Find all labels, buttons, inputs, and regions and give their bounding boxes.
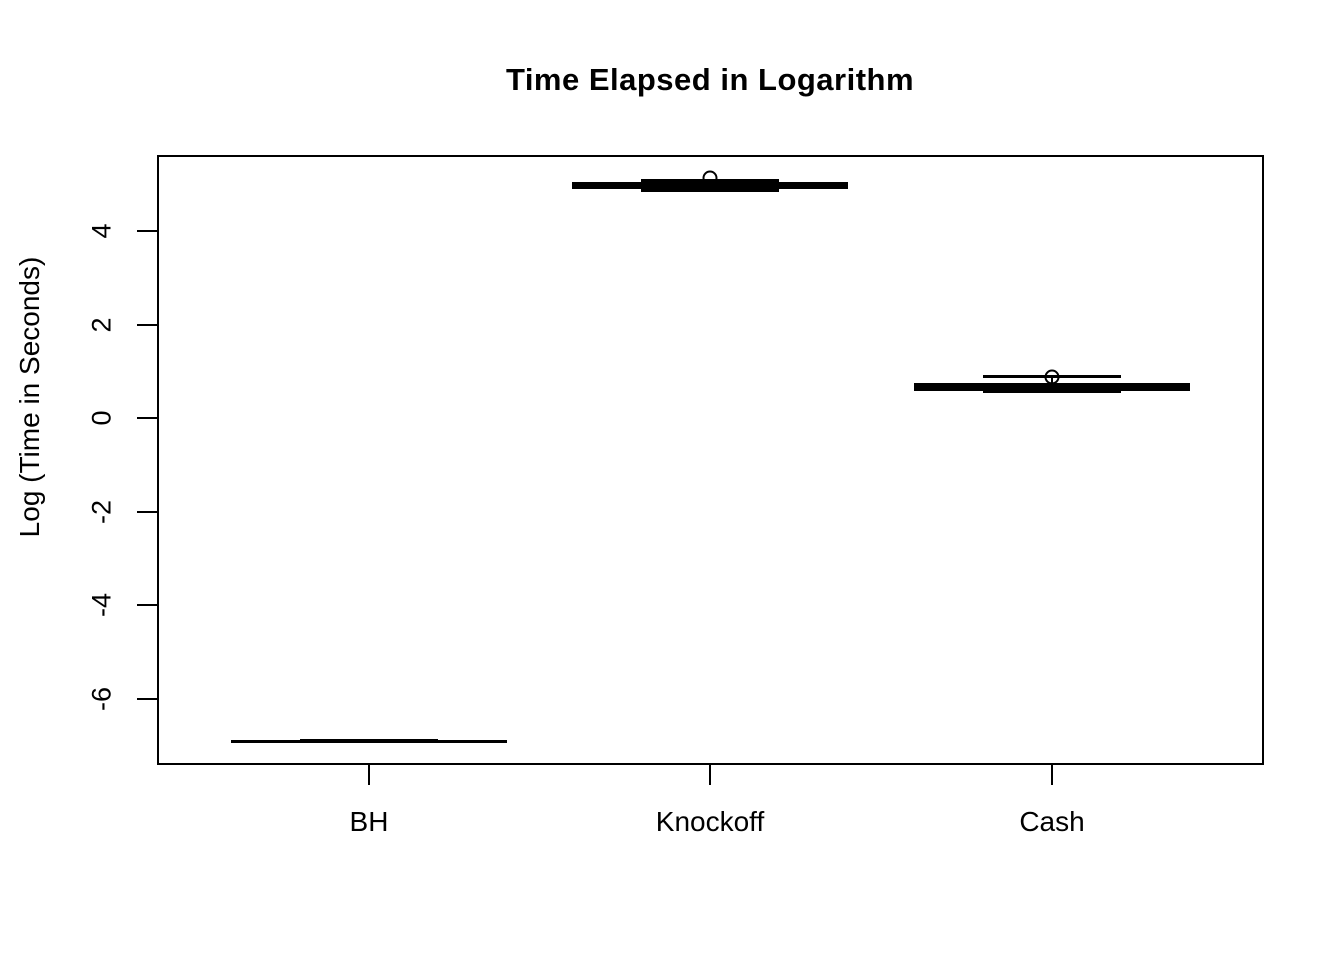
lower-whisker-staple xyxy=(300,740,438,744)
y-axis-tick xyxy=(137,697,157,700)
x-axis-tick xyxy=(709,763,711,785)
y-axis-label: Log (Time in Seconds) xyxy=(14,256,45,538)
x-axis-tick xyxy=(1051,763,1053,785)
lower-whisker-staple xyxy=(983,390,1121,394)
lower-whisker-staple xyxy=(641,189,779,193)
y-axis-tick-label: -4 xyxy=(86,592,117,618)
plot-area xyxy=(157,155,1264,765)
x-axis-category-label: Cash xyxy=(1019,806,1085,837)
chart-title: Time Elapsed in Logarithm xyxy=(505,62,915,97)
y-axis-tick xyxy=(137,323,157,326)
y-axis-tick-label: -2 xyxy=(86,499,117,524)
y-axis-tick xyxy=(137,417,157,419)
outlier-point xyxy=(1044,369,1060,385)
y-axis-tick-label: -6 xyxy=(86,686,117,711)
y-axis-tick-label: 2 xyxy=(86,316,117,333)
x-axis-category-label: Knockoff xyxy=(655,806,765,837)
x-axis-category-label: BH xyxy=(349,806,389,837)
median-line xyxy=(914,385,1190,389)
y-axis-tick xyxy=(137,604,157,606)
outlier-point xyxy=(702,170,718,186)
y-axis-tick-label: 4 xyxy=(86,223,117,239)
x-axis-tick xyxy=(368,763,370,785)
y-axis-tick xyxy=(137,510,157,513)
y-axis-tick xyxy=(137,230,157,232)
y-axis-tick-label: 0 xyxy=(86,410,117,426)
upper-whisker-staple xyxy=(300,738,438,742)
